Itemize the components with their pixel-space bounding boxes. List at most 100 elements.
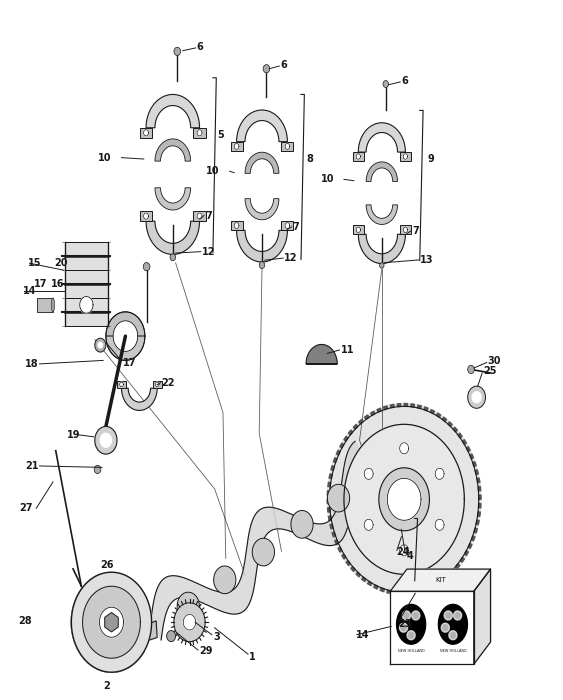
Polygon shape [472, 392, 481, 402]
Text: 28: 28 [19, 616, 32, 626]
Polygon shape [231, 141, 243, 151]
Polygon shape [140, 128, 152, 138]
Text: 6: 6 [280, 60, 287, 70]
Text: 20: 20 [54, 258, 68, 268]
Polygon shape [331, 466, 334, 470]
Polygon shape [400, 225, 411, 234]
Polygon shape [353, 225, 364, 234]
Polygon shape [151, 441, 365, 640]
Polygon shape [468, 543, 472, 549]
Polygon shape [100, 433, 111, 447]
Polygon shape [333, 458, 337, 463]
Polygon shape [106, 336, 145, 360]
Polygon shape [407, 631, 415, 640]
Polygon shape [412, 611, 420, 620]
Polygon shape [400, 545, 409, 556]
Polygon shape [167, 631, 176, 642]
Polygon shape [83, 586, 140, 658]
Polygon shape [328, 484, 350, 512]
Polygon shape [461, 557, 464, 562]
Polygon shape [197, 130, 202, 136]
Polygon shape [371, 411, 375, 416]
Polygon shape [236, 110, 287, 141]
Polygon shape [365, 415, 369, 419]
Text: 14: 14 [23, 286, 37, 296]
Polygon shape [340, 443, 344, 448]
Polygon shape [383, 80, 388, 88]
Polygon shape [383, 406, 387, 410]
Polygon shape [120, 621, 157, 650]
Polygon shape [403, 227, 408, 232]
Text: 21: 21 [25, 461, 39, 471]
Polygon shape [408, 592, 411, 595]
Text: NEW HOLLAND: NEW HOLLAND [440, 649, 466, 652]
Polygon shape [400, 623, 408, 632]
Polygon shape [479, 503, 481, 508]
Polygon shape [468, 365, 475, 374]
Polygon shape [306, 344, 337, 364]
Polygon shape [394, 592, 397, 595]
Polygon shape [344, 424, 464, 574]
Text: 10: 10 [97, 153, 111, 162]
Polygon shape [455, 564, 460, 568]
Text: 15: 15 [28, 258, 42, 268]
Polygon shape [377, 408, 381, 412]
Polygon shape [72, 572, 151, 672]
Polygon shape [366, 162, 397, 181]
Polygon shape [403, 611, 410, 620]
Polygon shape [368, 581, 372, 586]
Text: 10: 10 [206, 166, 220, 176]
Text: 19: 19 [67, 430, 81, 440]
Polygon shape [100, 607, 123, 637]
Text: 27: 27 [20, 503, 33, 513]
Polygon shape [411, 404, 414, 407]
Polygon shape [170, 254, 176, 260]
Text: 7: 7 [413, 225, 419, 236]
Polygon shape [328, 508, 330, 512]
Polygon shape [95, 338, 106, 352]
Text: 11: 11 [341, 345, 355, 355]
Polygon shape [146, 221, 199, 254]
Polygon shape [435, 468, 444, 480]
Polygon shape [353, 152, 364, 161]
Polygon shape [473, 461, 476, 467]
Polygon shape [435, 519, 444, 531]
Polygon shape [51, 298, 55, 312]
Polygon shape [379, 262, 384, 268]
Polygon shape [421, 589, 425, 593]
Polygon shape [327, 403, 481, 595]
Polygon shape [335, 540, 338, 545]
Polygon shape [479, 495, 481, 499]
Polygon shape [448, 422, 452, 426]
Polygon shape [193, 128, 206, 138]
Text: 2: 2 [104, 681, 110, 691]
Text: KIT: KIT [435, 578, 446, 583]
Polygon shape [285, 144, 290, 149]
Text: 4: 4 [407, 551, 414, 561]
Polygon shape [174, 603, 205, 642]
Polygon shape [155, 188, 191, 210]
Polygon shape [328, 482, 330, 486]
Polygon shape [252, 538, 275, 566]
Polygon shape [342, 554, 346, 559]
Polygon shape [332, 532, 336, 537]
Polygon shape [177, 592, 199, 620]
Polygon shape [374, 584, 378, 589]
Polygon shape [94, 466, 101, 474]
Polygon shape [356, 227, 360, 232]
Polygon shape [466, 447, 470, 452]
Text: 16: 16 [51, 279, 64, 289]
Polygon shape [396, 604, 426, 644]
Polygon shape [454, 611, 462, 620]
Polygon shape [155, 382, 159, 387]
Text: 8: 8 [307, 154, 314, 164]
Polygon shape [193, 211, 206, 221]
Text: 6: 6 [196, 42, 203, 52]
Polygon shape [234, 223, 239, 228]
Polygon shape [344, 436, 348, 441]
Polygon shape [477, 512, 480, 517]
Text: 5: 5 [217, 130, 224, 140]
Polygon shape [117, 381, 126, 388]
Polygon shape [155, 139, 191, 161]
Polygon shape [231, 220, 243, 230]
